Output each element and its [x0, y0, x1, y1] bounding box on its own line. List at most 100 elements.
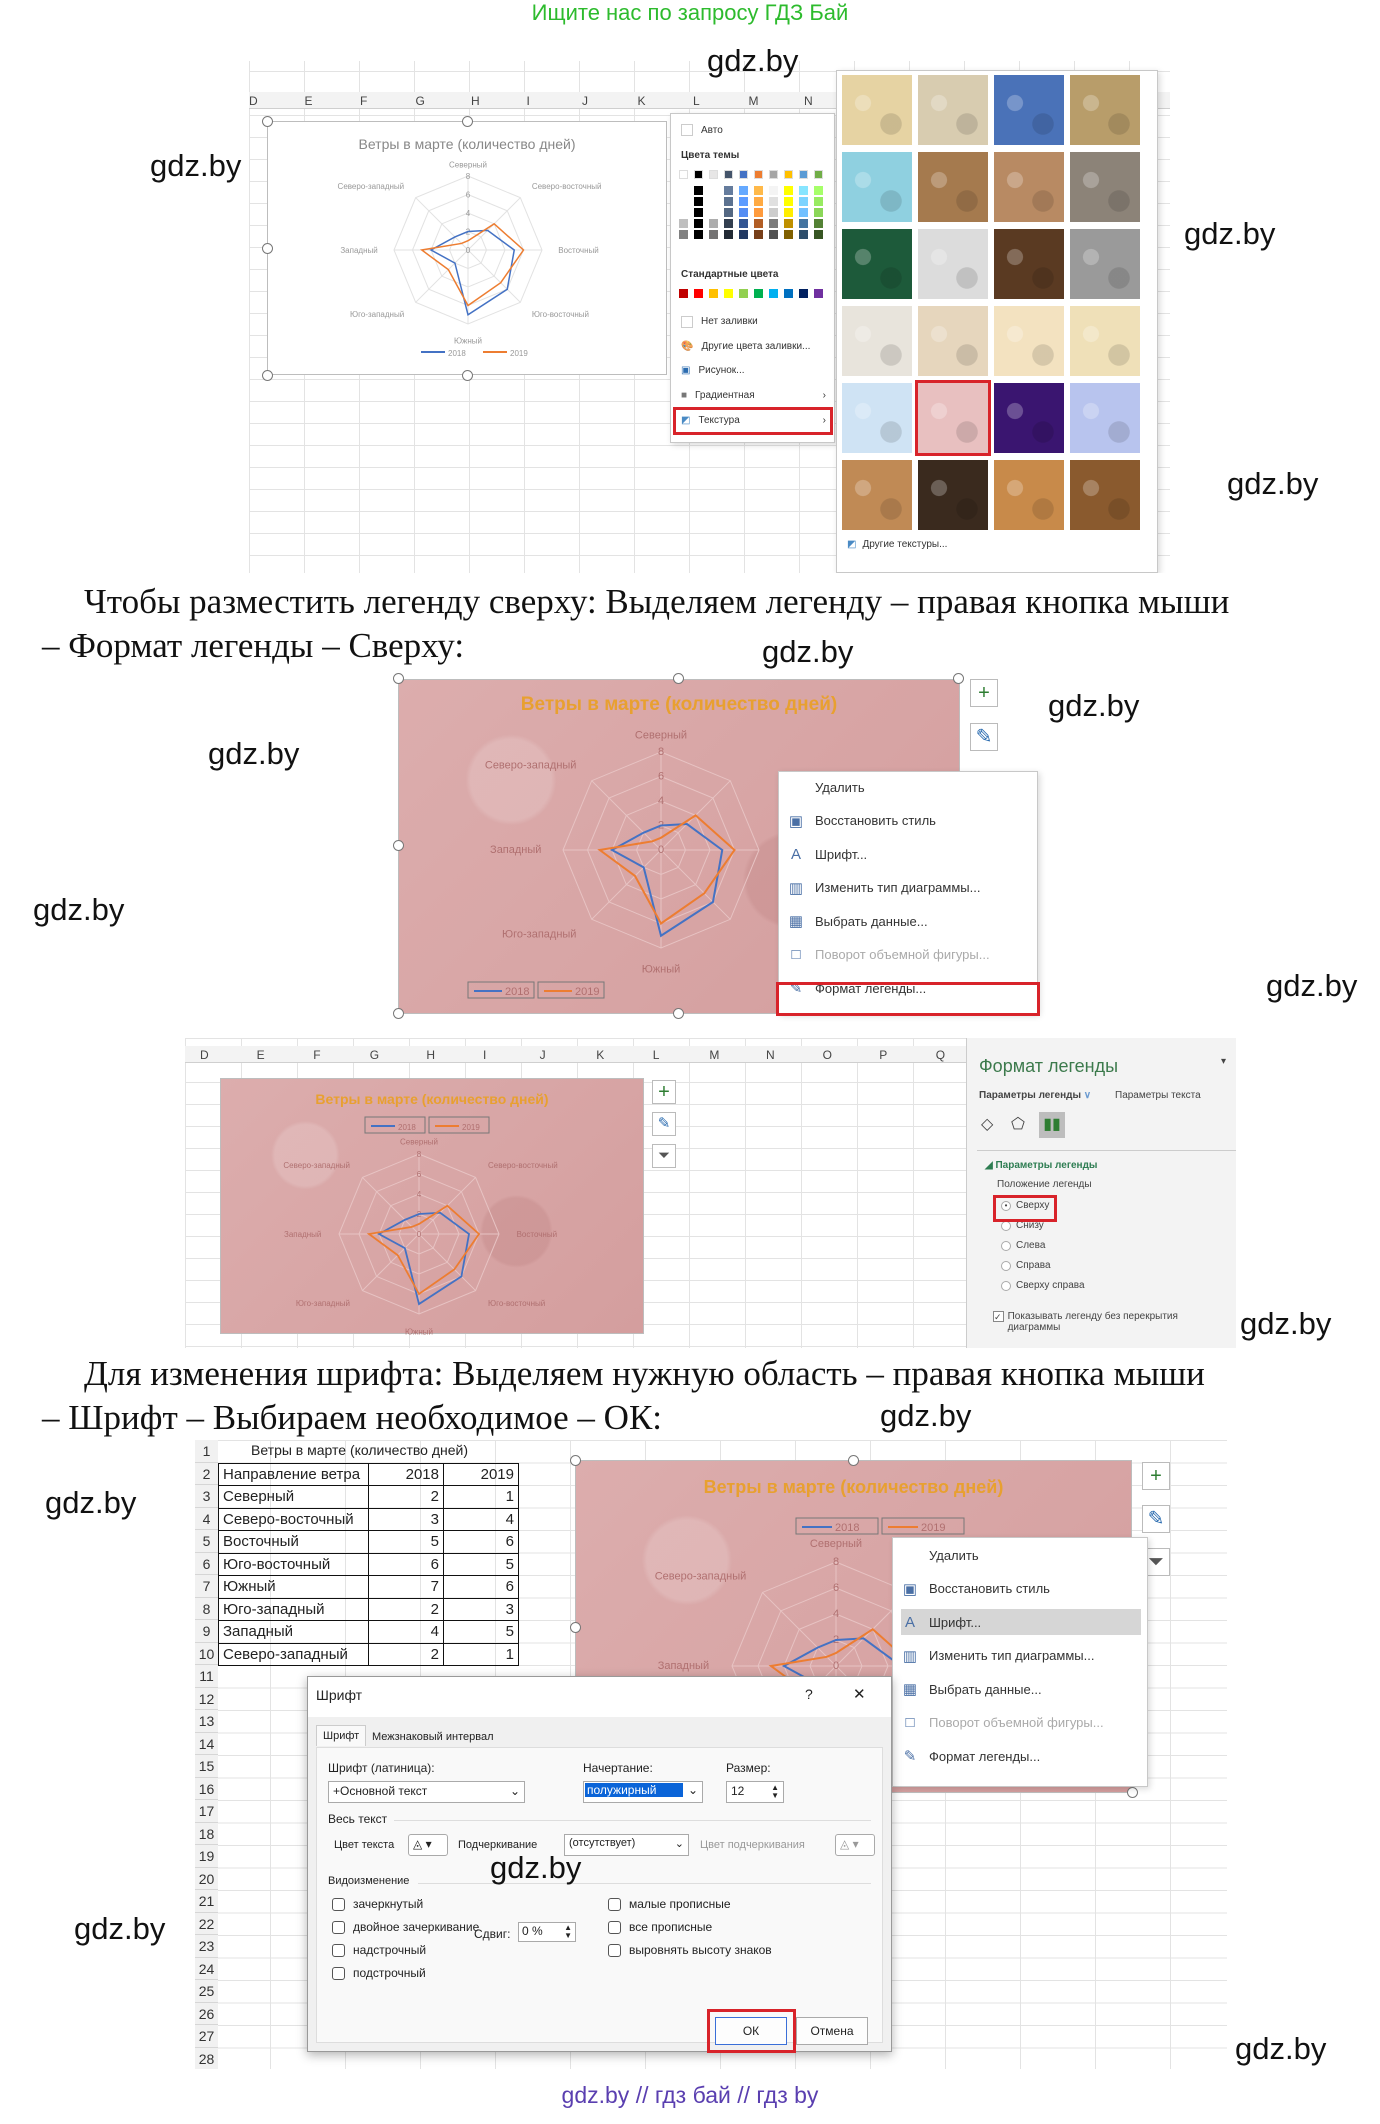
- column-header[interactable]: M: [709, 1048, 720, 1062]
- column-header[interactable]: N: [766, 1048, 775, 1062]
- standard-color-swatch[interactable]: [769, 289, 778, 298]
- more-fill-colors[interactable]: 🎨 Другие цвета заливки...: [681, 341, 811, 352]
- theme-shade-swatch[interactable]: [754, 186, 763, 195]
- fill-gradient[interactable]: ■ Градиентная ›: [681, 390, 826, 401]
- table-cell[interactable]: Северо-восточный: [218, 1507, 369, 1531]
- row-number[interactable]: 18: [195, 1822, 218, 1845]
- row-number[interactable]: 12: [195, 1687, 218, 1710]
- row-number[interactable]: 4: [195, 1507, 218, 1530]
- header-cell[interactable]: 2019: [443, 1462, 519, 1486]
- theme-shade-swatch[interactable]: [709, 186, 718, 195]
- chart-elements-button[interactable]: +: [1142, 1462, 1170, 1490]
- theme-shade-swatch[interactable]: [724, 186, 733, 195]
- theme-shade-swatch[interactable]: [814, 208, 823, 217]
- context-menu-item[interactable]: ▦ Выбрать данные...: [788, 913, 928, 930]
- tab-legend-options[interactable]: Параметры легенды ∨: [979, 1090, 1092, 1101]
- theme-shade-swatch[interactable]: [694, 230, 703, 239]
- theme-shade-swatch[interactable]: [694, 197, 703, 206]
- theme-shade-swatch[interactable]: [754, 230, 763, 239]
- effect-checkbox[interactable]: двойное зачеркивание: [332, 1920, 479, 1934]
- standard-color-swatch[interactable]: [694, 289, 703, 298]
- column-header[interactable]: K: [596, 1048, 605, 1062]
- effect-checkbox[interactable]: подстрочный: [332, 1966, 426, 1980]
- theme-color-swatch[interactable]: [724, 170, 733, 179]
- theme-shade-swatch[interactable]: [784, 230, 793, 239]
- theme-shade-swatch[interactable]: [724, 197, 733, 206]
- theme-shade-swatch[interactable]: [814, 219, 823, 228]
- more-textures[interactable]: ◩ Другие текстуры...: [847, 539, 948, 550]
- row-number[interactable]: 24: [195, 1957, 218, 1980]
- texture-tile[interactable]: [994, 460, 1064, 530]
- context-menu-item[interactable]: ▦ Выбрать данные...: [902, 1681, 1042, 1698]
- resize-handle[interactable]: [393, 1008, 404, 1019]
- column-header[interactable]: D: [200, 1048, 209, 1062]
- column-header[interactable]: O: [822, 1048, 832, 1062]
- effect-checkbox[interactable]: малые прописные: [608, 1897, 731, 1911]
- resize-handle[interactable]: [462, 370, 473, 381]
- context-menu-item[interactable]: ▣ Восстановить стиль: [788, 812, 936, 830]
- texture-tile[interactable]: [842, 75, 912, 145]
- fill-line-icon[interactable]: ◇: [981, 1116, 994, 1133]
- theme-shade-swatch[interactable]: [814, 230, 823, 239]
- theme-shade-swatch[interactable]: [799, 186, 808, 195]
- theme-color-swatch[interactable]: [679, 170, 688, 179]
- row-number[interactable]: 17: [195, 1800, 218, 1823]
- table-cell[interactable]: 6: [443, 1575, 519, 1599]
- standard-color-swatch[interactable]: [709, 289, 718, 298]
- table-cell[interactable]: 5: [368, 1530, 444, 1554]
- column-header[interactable]: H: [471, 94, 480, 108]
- resize-handle[interactable]: [848, 1455, 859, 1466]
- resize-handle[interactable]: [393, 840, 404, 851]
- table-cell[interactable]: 3: [443, 1597, 519, 1621]
- position-radio[interactable]: Сверху справа: [1001, 1280, 1085, 1291]
- column-header[interactable]: J: [582, 94, 588, 108]
- texture-tile[interactable]: [994, 383, 1064, 453]
- theme-shade-swatch[interactable]: [784, 208, 793, 217]
- column-header[interactable]: E: [256, 1048, 265, 1062]
- table-cell[interactable]: 4: [368, 1620, 444, 1644]
- context-menu-item[interactable]: Удалить: [929, 1547, 979, 1563]
- texture-tile[interactable]: [1070, 460, 1140, 530]
- standard-color-swatch[interactable]: [799, 289, 808, 298]
- texture-tile[interactable]: [918, 75, 988, 145]
- effect-checkbox[interactable]: все прописные: [608, 1920, 712, 1934]
- row-number[interactable]: 28: [195, 2047, 218, 2069]
- texture-tile[interactable]: [918, 383, 988, 453]
- table-cell[interactable]: Южный: [218, 1575, 369, 1599]
- texture-tile[interactable]: [842, 229, 912, 299]
- column-header[interactable]: G: [369, 1048, 380, 1062]
- row-number[interactable]: 20: [195, 1867, 218, 1890]
- table-cell[interactable]: 1: [443, 1642, 519, 1666]
- underline-select[interactable]: (отсутствует) ⌄: [564, 1834, 689, 1856]
- row-number[interactable]: 1: [195, 1440, 218, 1463]
- context-menu-item[interactable]: ▣ Восстановить стиль: [902, 1580, 1050, 1598]
- theme-shade-swatch[interactable]: [679, 230, 688, 239]
- row-number[interactable]: 7: [195, 1575, 218, 1598]
- table-cell[interactable]: 2: [368, 1597, 444, 1621]
- table-cell[interactable]: 5: [443, 1620, 519, 1644]
- row-number[interactable]: 9: [195, 1620, 218, 1643]
- fill-texture[interactable]: ◩ Текстура ›: [681, 415, 826, 426]
- texture-tile[interactable]: [842, 152, 912, 222]
- texture-tile[interactable]: [1070, 229, 1140, 299]
- radar-chart-textured[interactable]: Ветры в марте (количество дней) 0 2 4 6 8 Сев…: [220, 1078, 644, 1335]
- column-header[interactable]: Q: [935, 1048, 946, 1062]
- theme-color-swatch[interactable]: [784, 170, 793, 179]
- latin-font-select[interactable]: +Основной текст ⌄: [328, 1781, 525, 1803]
- theme-shade-swatch[interactable]: [769, 219, 778, 228]
- pane-close-dropdown[interactable]: ▾: [1220, 1056, 1226, 1067]
- column-header[interactable]: M: [748, 94, 759, 108]
- row-number[interactable]: 16: [195, 1777, 218, 1800]
- texture-tile[interactable]: [918, 306, 988, 376]
- underline-color-picker[interactable]: ◬ ▾: [835, 1834, 875, 1856]
- column-header[interactable]: N: [804, 94, 813, 108]
- theme-color-swatch[interactable]: [709, 170, 718, 179]
- chart-elements-button[interactable]: +: [652, 1080, 676, 1104]
- theme-shade-swatch[interactable]: [679, 186, 688, 195]
- standard-color-swatch[interactable]: [814, 289, 823, 298]
- tab-text-options[interactable]: Параметры текста: [1115, 1090, 1201, 1101]
- texture-tile[interactable]: [918, 460, 988, 530]
- font-style-select[interactable]: полужирный ⌄: [583, 1781, 703, 1803]
- row-number[interactable]: 27: [195, 2025, 218, 2048]
- standard-color-swatch[interactable]: [724, 289, 733, 298]
